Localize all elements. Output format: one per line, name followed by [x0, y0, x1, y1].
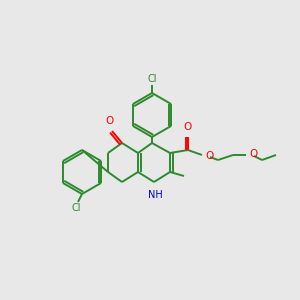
Text: O: O	[249, 149, 257, 159]
Text: Cl: Cl	[147, 74, 157, 84]
Text: Cl: Cl	[71, 203, 81, 213]
Text: O: O	[184, 122, 192, 132]
Text: O: O	[105, 116, 113, 126]
Text: O: O	[205, 151, 213, 161]
Text: NH: NH	[148, 190, 162, 200]
